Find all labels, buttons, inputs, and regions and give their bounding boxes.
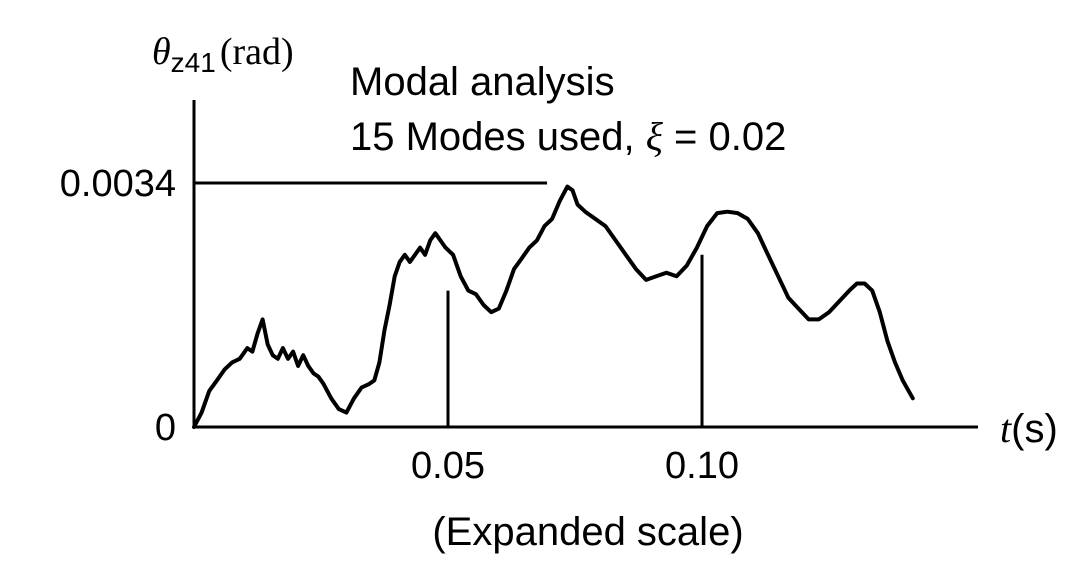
y-tick-label-0: 0: [155, 407, 176, 449]
chart-title: Modal analysis: [350, 60, 615, 104]
y-axis-symbol: θ: [152, 31, 171, 73]
y-axis-label: θz41 (rad): [152, 31, 294, 78]
x-tick-label-0.10: 0.10: [665, 445, 739, 487]
x-axis-symbol: t: [1000, 406, 1012, 451]
x-axis-note: (Expanded scale): [432, 510, 743, 554]
series-line: [192, 184, 915, 429]
x-axis-label: t(s): [1000, 406, 1058, 451]
y-axis-unit: (rad): [220, 31, 294, 73]
x-tick-label-0.05: 0.05: [411, 445, 485, 487]
subtitle-suffix: = 0.02: [663, 115, 786, 159]
y-tick-label-0.0034: 0.0034: [60, 163, 176, 205]
subtitle-prefix: 15 Modes used,: [350, 115, 646, 159]
x-axis-unit: (s): [1011, 407, 1058, 451]
chart-subtitle: 15 Modes used, ξ = 0.02: [350, 114, 786, 159]
y-axis-subscript: z41: [171, 47, 216, 78]
subtitle-symbol: ξ: [646, 114, 664, 159]
